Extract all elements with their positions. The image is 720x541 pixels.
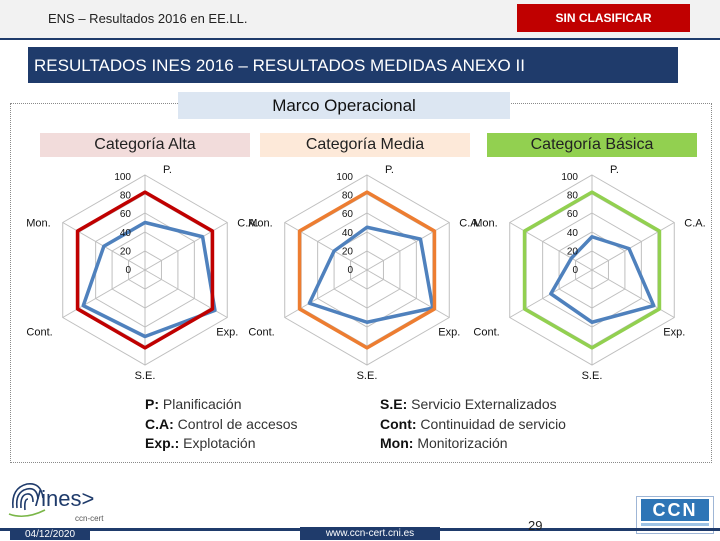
ines-logo-subtext: ccn-cert: [75, 514, 104, 523]
axis-label-ca: C.A.: [459, 218, 480, 230]
radar-tick-label: 60: [342, 209, 354, 220]
axis-label-cont: Cont.: [26, 327, 52, 339]
axis-label-ca: C.A.: [684, 218, 705, 230]
radar-spoke: [62, 269, 146, 318]
radar-tick-label: 100: [336, 172, 353, 183]
legend-item: P: Planificación: [145, 396, 242, 412]
radar-tick-label: 40: [567, 228, 579, 239]
radar-spoke: [284, 222, 368, 271]
radar-series-line: [549, 235, 656, 324]
radar-tick-label: 100: [114, 172, 131, 183]
radar-tick-label: 20: [342, 246, 354, 257]
document-title: ENS – Resultados 2016 en EE.LL.: [48, 11, 248, 26]
radar-chart: 100 80 60 40 20 0 P. C.A. Exp. S.E. Cont. Mon.: [26, 164, 258, 382]
radar-outline: [75, 190, 215, 350]
axis-label-exp: Exp.: [438, 327, 460, 339]
axis-label-p: P.: [610, 164, 619, 176]
legend-item: Exp.: Explotación: [145, 435, 256, 451]
radar-tick-label: 0: [572, 265, 578, 276]
radar-series-line: [81, 220, 217, 339]
radar-tick-label: 20: [120, 246, 132, 257]
axis-label-exp: Exp.: [663, 327, 685, 339]
radar-tick-label: 60: [120, 209, 132, 220]
radar-tick-label: 80: [567, 191, 579, 202]
footer-date: 04/12/2020: [10, 529, 90, 540]
axis-label-ca: C.A.: [237, 218, 258, 230]
axis-label-se: S.E.: [135, 370, 156, 382]
radar-tick-label: 100: [561, 172, 578, 183]
category-alta-label: Categoría Alta: [40, 133, 250, 157]
frame-title: Marco Operacional: [178, 92, 510, 119]
axis-label-cont: Cont.: [248, 327, 274, 339]
legend-item: Mon: Monitorización: [380, 435, 508, 451]
radar-series-line: [307, 225, 435, 324]
radar-outline: [522, 190, 662, 350]
radar-tick-label: 0: [125, 265, 131, 276]
radar-tick-label: 80: [342, 191, 354, 202]
page-number: 29: [528, 518, 543, 533]
ines-logo-text: /ines>: [35, 486, 95, 511]
axis-label-mon: Mon.: [26, 218, 50, 230]
legend-left: P: Planificación C.A: Control de accesos…: [145, 395, 298, 454]
radar-tick-label: 40: [342, 228, 354, 239]
radar-tick-label: 20: [567, 246, 579, 257]
axis-label-se: S.E.: [582, 370, 603, 382]
axis-label-p: P.: [163, 164, 172, 176]
top-bar: ENS – Resultados 2016 en EE.LL. SIN CLAS…: [0, 0, 720, 40]
axis-label-se: S.E.: [357, 370, 378, 382]
ccn-logo: CCN: [636, 496, 714, 534]
axis-label-p: P.: [385, 164, 394, 176]
fingerprint-icon: [8, 482, 46, 518]
radar-tick-label: 60: [567, 209, 579, 220]
radar-spoke: [366, 269, 450, 318]
ccn-logo-text: CCN: [641, 499, 709, 521]
radar-tick-label: 80: [120, 191, 132, 202]
legend-item: C.A: Control de accesos: [145, 415, 298, 432]
slide-title: RESULTADOS INES 2016 – RESULTADOS MEDIDA…: [28, 47, 678, 83]
category-basica-label: Categoría Básica: [487, 133, 697, 157]
axis-label-mon: Mon.: [248, 218, 272, 230]
radar-spoke: [509, 222, 593, 271]
radar-tick-label: 0: [347, 265, 353, 276]
axis-label-cont: Cont.: [473, 327, 499, 339]
legend-right: S.E: Servicio Externalizados Cont: Conti…: [380, 395, 566, 454]
radar-chart: 100 80 60 40 20 0 P. C.A. Exp. S.E. Cont. Mon.: [473, 164, 705, 382]
radar-tick-label: 40: [120, 228, 132, 239]
radar-spoke: [144, 222, 228, 271]
ines-logo: /ines> ccn-cert: [5, 472, 115, 524]
radar-outline: [297, 190, 437, 350]
radar-chart: 100 80 60 40 20 0 P. C.A. Exp. S.E. Cont. Mon.: [248, 164, 480, 382]
classification-badge: SIN CLASIFICAR: [517, 4, 690, 32]
axis-label-mon: Mon.: [473, 218, 497, 230]
legend-item: Cont: Continuidad de servicio: [380, 415, 566, 432]
footer-url[interactable]: www.ccn-cert.cni.es: [300, 527, 440, 540]
radar-spoke: [591, 222, 675, 271]
category-media-label: Categoría Media: [260, 133, 470, 157]
axis-label-exp: Exp.: [216, 327, 238, 339]
legend-item: S.E: Servicio Externalizados: [380, 396, 557, 412]
